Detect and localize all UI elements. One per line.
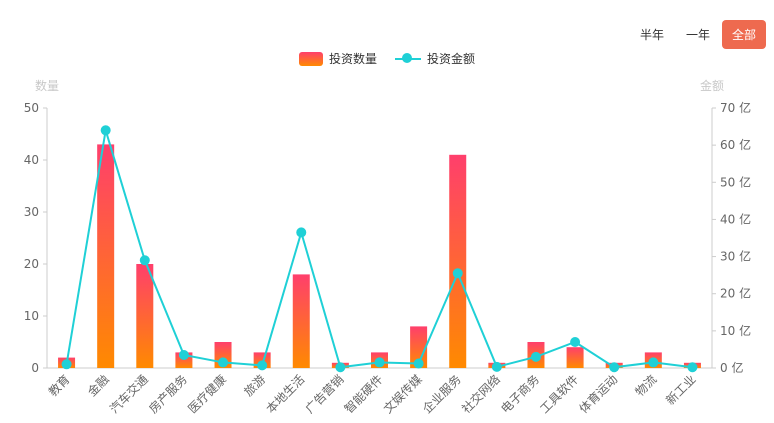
chart-legend: 投资数量 投资金额 [0,50,774,67]
amount-point[interactable] [452,268,463,279]
left-tick-label: 50 [24,101,39,115]
legend-item-count[interactable]: 投资数量 [298,50,377,67]
amount-point[interactable] [609,362,620,373]
legend-bar-swatch-icon [298,51,323,66]
time-range-switch: 半年 一年 全部 [630,20,766,49]
amount-point[interactable] [178,350,189,360]
right-tick-label: 60 亿 [720,137,751,152]
left-axis-name: 数量 [35,78,59,93]
bar[interactable] [136,264,154,368]
x-tick-label: 文娱传媒 [380,372,425,417]
right-tick-label: 0 亿 [720,360,743,375]
right-tick-label: 10 亿 [720,323,751,338]
bar[interactable] [97,144,115,368]
bar[interactable] [410,326,428,368]
right-tick-label: 20 亿 [720,286,751,301]
x-tick-label: 智能硬件 [341,372,386,417]
legend-count-label: 投资数量 [328,52,377,66]
right-tick-label: 40 亿 [720,211,751,226]
legend-line-swatch-icon [395,52,421,66]
left-tick-label: 20 [24,257,39,271]
amount-point[interactable] [491,361,502,372]
amount-point[interactable] [218,357,229,368]
x-tick-label: 本地生活 [264,372,308,416]
amount-point[interactable] [530,351,541,362]
amount-point[interactable] [296,227,307,238]
amount-point[interactable] [100,125,111,136]
x-tick-label: 电子商务 [498,372,543,417]
range-all-button[interactable]: 全部 [721,20,766,49]
left-tick-label: 40 [24,153,39,167]
bar[interactable] [449,154,467,368]
amount-point[interactable] [570,337,581,347]
amount-point[interactable] [687,362,698,373]
amount-point[interactable] [257,360,268,371]
x-tick-label: 医疗健康 [185,372,230,417]
amount-point[interactable] [139,255,150,266]
left-tick-label: 30 [24,205,39,219]
right-tick-label: 70 亿 [720,100,751,115]
x-tick-label: 社交网络 [458,372,503,417]
amount-point[interactable] [61,359,72,370]
bar[interactable] [566,347,584,368]
amount-line [65,129,693,369]
amount-point[interactable] [374,357,385,368]
x-tick-label: 汽车交通 [106,372,151,417]
bar[interactable] [292,274,310,368]
x-tick-label: 广告营销 [303,372,347,416]
x-tick-label: 房产服务 [145,372,190,417]
amount-point[interactable] [648,357,659,368]
legend-amount-label: 投资金额 [427,52,476,66]
x-tick-label: 新工业 [662,372,698,408]
x-tick-label: 企业服务 [419,372,464,417]
right-axis-name: 金额 [700,78,724,93]
amount-point[interactable] [413,358,424,369]
x-tick-label: 物流 [633,372,660,399]
x-tick-label: 旅游 [241,372,268,399]
right-tick-label: 30 亿 [720,249,751,264]
x-tick-label: 金融 [84,372,112,400]
x-tick-label: 体育运动 [576,372,621,417]
left-tick-label: 0 [31,361,39,375]
x-tick-label: 教育 [45,372,73,400]
legend-item-amount[interactable]: 投资金额 [395,50,475,67]
x-tick-label: 工具软件 [537,372,581,416]
range-one-year-button[interactable]: 一年 [685,28,710,42]
right-tick-label: 50 亿 [720,174,751,189]
range-half-year-button[interactable]: 半年 [639,28,664,42]
amount-point[interactable] [335,362,346,373]
left-tick-label: 10 [24,309,39,323]
